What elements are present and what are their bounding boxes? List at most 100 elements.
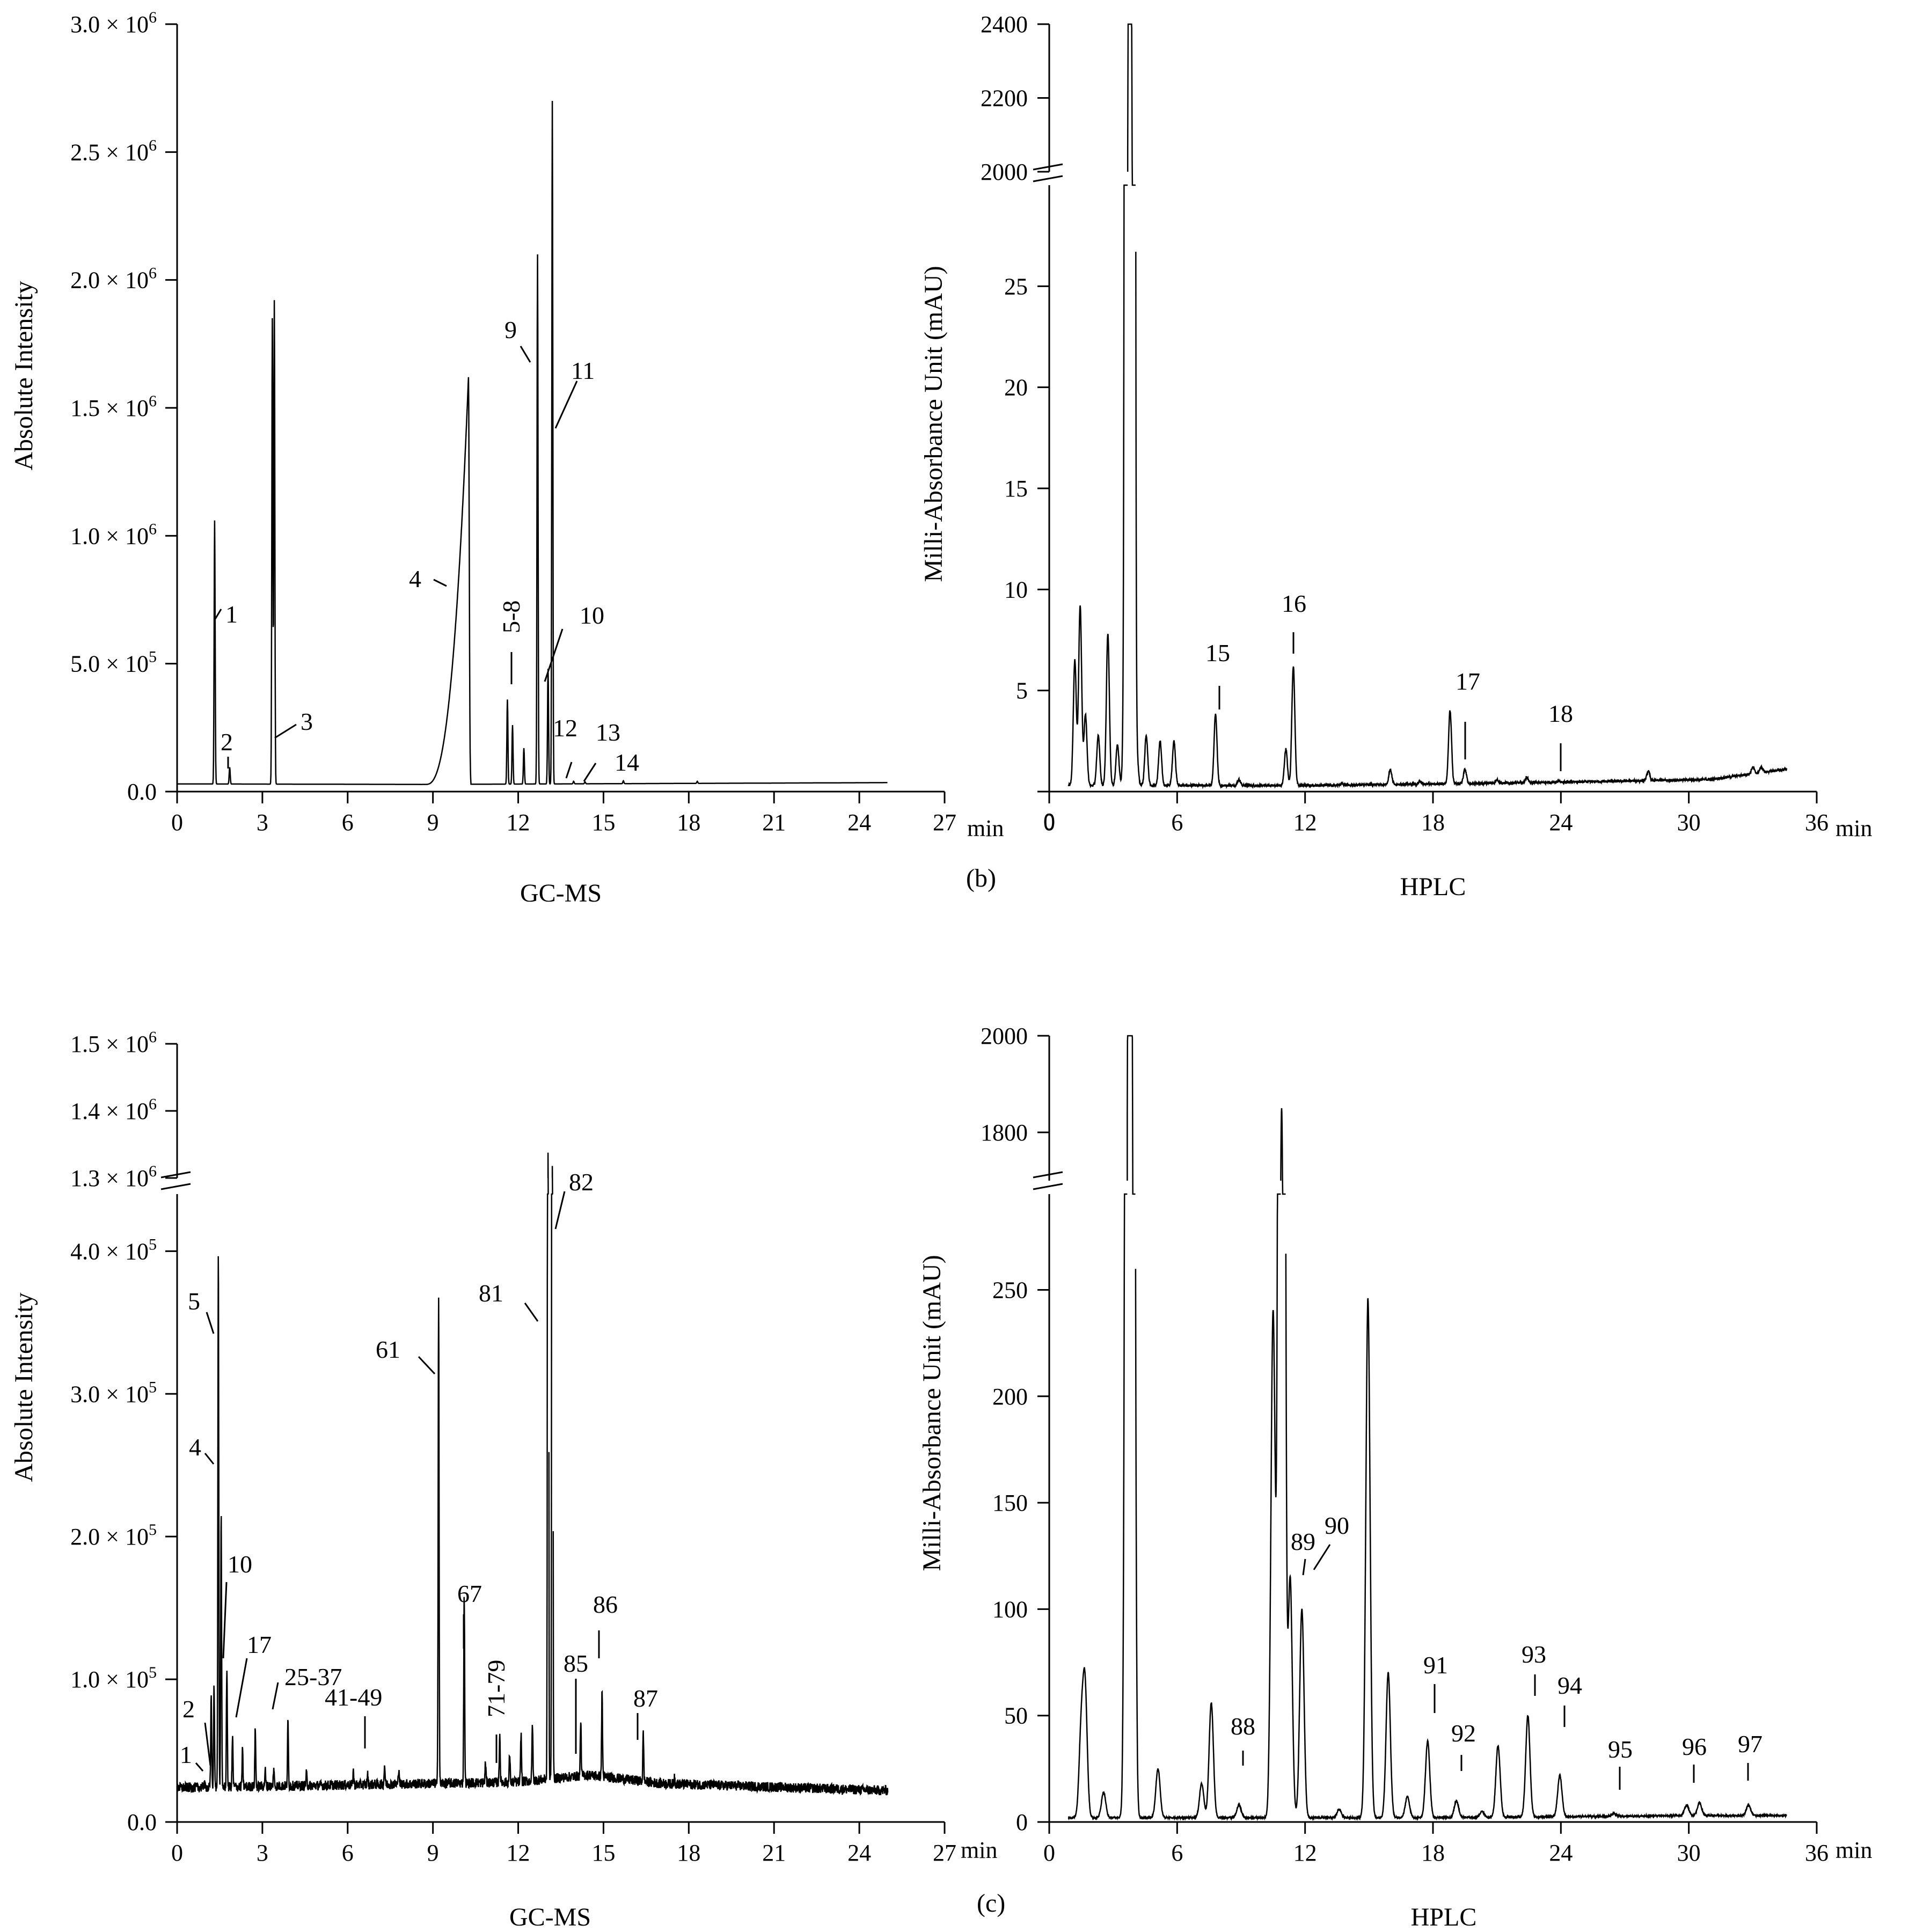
chromatogram-trace [1280,1108,1286,1195]
peak-label-16: 16 [1282,590,1306,617]
y-tick-label: 0.0 [127,1809,157,1835]
x-tick-label: 6 [1171,809,1183,836]
x-tick-label: 36 [1805,809,1829,836]
y-tick-label: 2400 [981,11,1028,38]
y-tick-label: 25 [1004,273,1028,299]
x-tick-label: 0 [171,1840,183,1866]
y-tick-label: 1.5 × 106 [70,392,157,421]
y-tick-label: 1.0 × 105 [70,1664,157,1693]
y-tick-label: 250 [992,1277,1028,1303]
chromatogram-trace [177,100,888,785]
peak-label-5: 5 [188,1287,200,1315]
axis-break-mark [1033,1183,1063,1190]
x-tick-label: 12 [507,809,530,836]
y-tick-label: 5.0 × 105 [70,648,157,677]
y-tick-label: 1.5 × 106 [70,1028,157,1057]
y-tick-label: 3.0 × 105 [70,1378,157,1407]
axis-break-mark [160,1183,191,1190]
x-unit-label: min [961,1837,997,1863]
gcms-chromatogram-a: Absolute Intensity GC-MS min 0 3 6 9 12 15 18 2… [10,9,1004,908]
chromatogram-trace [1067,1193,1128,1821]
annotation-leader [433,579,447,587]
y-tick-label: 1.0 × 106 [70,520,157,549]
annotation-leader [204,1722,211,1766]
x-tick-label-zero: 0 [1043,808,1055,835]
chromatogram-trace [1135,252,1788,789]
peak-label-89: 89 [1291,1528,1315,1555]
peak-label-97: 97 [1738,1730,1763,1758]
annotation-leader [274,723,297,739]
peak-label-82: 82 [569,1168,594,1196]
x-tick-label: 30 [1677,1840,1701,1866]
annotation-leader [1313,1544,1331,1570]
x-tick-label: 24 [847,1840,871,1866]
y-axis-label: Absolute Intensity [10,281,38,470]
peak-annotations: 15 16 17 18 [1205,590,1573,771]
annotation-leader [520,346,531,363]
peak-label-81: 81 [479,1279,503,1307]
peak-label-85: 85 [564,1650,588,1677]
peak-label-67: 67 [457,1580,482,1607]
axis-break-mark [1033,175,1063,182]
y-tick-label: 2.0 × 106 [70,265,157,294]
x-tick-label: 0 [1043,1840,1055,1866]
x-tick-label: 9 [427,1840,439,1866]
y-tick-label: 4.0 × 105 [70,1235,157,1264]
peak-label-2: 2 [182,1695,195,1723]
peak-label-11: 11 [571,357,595,384]
peak-label-61: 61 [376,1336,400,1363]
peak-label-88: 88 [1231,1713,1255,1740]
chromatogram-trace [1127,1035,1136,1195]
annotation-leader [418,1356,436,1375]
peak-label-92: 92 [1451,1719,1476,1747]
x-tick-label: 18 [1421,1840,1445,1866]
peak-label-10: 10 [580,602,604,629]
panel-label-c: (c) [977,1889,1005,1918]
peak-label-13: 13 [596,719,620,746]
peak-label-1: 1 [225,601,238,628]
peak-label-96: 96 [1682,1733,1707,1760]
annotation-leader [1302,1558,1306,1576]
annotation-leader [272,1682,279,1710]
y-tick-label: 200 [992,1384,1028,1410]
x-tick-label: 3 [257,809,268,836]
annotation-leader [524,1302,539,1322]
y-tick-label: 1.3 × 106 [70,1162,157,1191]
peak-label-12: 12 [553,714,577,742]
tick-labels: 0 6 12 18 24 30 36 0 50 100 150 200 250 1800 2000 [981,1023,1829,1866]
chromatogram-trace [548,1193,553,1780]
peak-label-2: 2 [221,728,233,756]
y-tick-label: 5 [1016,678,1028,704]
x-tick-label: 6 [342,1840,354,1866]
x-tick-label: 27 [933,1840,956,1866]
peak-label-14: 14 [615,749,639,776]
peak-label-15: 15 [1205,639,1230,667]
x-tick-label: 6 [342,809,354,836]
y-tick-label: 150 [992,1490,1028,1516]
y-tick-label: 1800 [981,1119,1028,1146]
y-axis-label: Milli-Absorbance Unit (mAU) [919,266,948,582]
y-tick-label: 50 [1004,1703,1028,1729]
x-tick-label: 3 [257,1840,268,1866]
peak-annotations: 1 2 3 4 5-8 9 10 11 12 13 14 [214,316,639,782]
x-tick-label: 36 [1805,1840,1829,1866]
x-tick-label: 15 [591,1840,615,1866]
peak-label-5-8: 5-8 [498,601,525,633]
chromatogram-trace [176,1193,549,1794]
peak-label-18: 18 [1548,700,1573,727]
peak-annotations: 88 89 90 91 92 93 94 95 96 97 [1231,1512,1763,1790]
peak-label-25-37: 25-37 [284,1663,342,1690]
y-tick-label: 2000 [981,1023,1028,1049]
chromatogram-trace [1285,1253,1787,1821]
y-tick-label: 20 [1004,375,1028,401]
x-tick-label: 24 [1549,809,1573,836]
x-tick-label: 24 [847,809,871,836]
x-tick-label: 0 [171,809,183,836]
peak-label-17: 17 [1456,668,1480,695]
x-tick-label: 12 [507,1840,530,1866]
x-tick-label: 15 [591,809,615,836]
peak-annotations: 1 2 4 5 10 17 25-37 41-49 61 67 71-79 81… [180,1168,658,1772]
